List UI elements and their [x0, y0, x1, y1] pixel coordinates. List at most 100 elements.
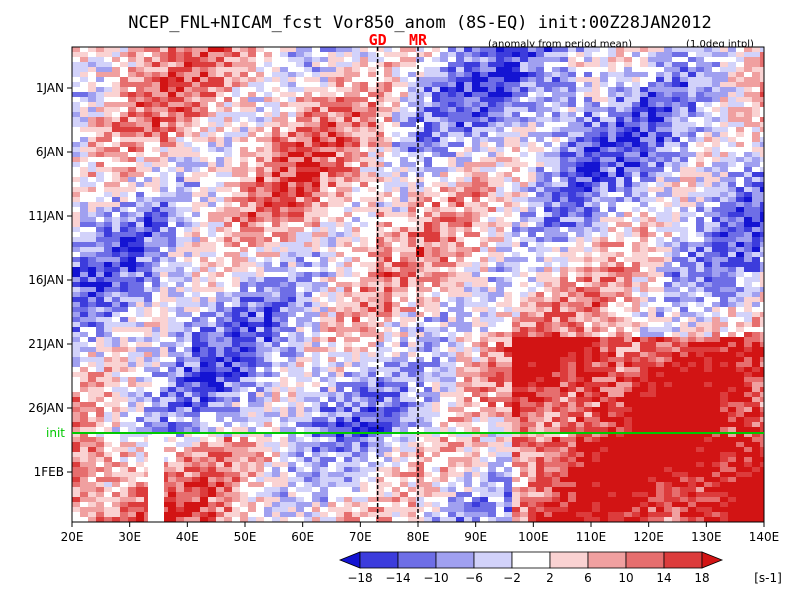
heatmap-cell	[320, 117, 328, 122]
heatmap-cell	[128, 287, 136, 292]
heatmap-cell	[696, 217, 704, 222]
heatmap-cell	[344, 272, 352, 277]
heatmap-cell	[480, 312, 488, 317]
heatmap-cell	[176, 107, 184, 112]
heatmap-cell	[752, 152, 760, 157]
heatmap-cell	[672, 192, 680, 197]
heatmap-cell	[336, 197, 344, 202]
heatmap-cell	[704, 182, 712, 187]
heatmap-cell	[576, 102, 584, 107]
heatmap-cell	[72, 152, 80, 157]
heatmap-cell	[144, 92, 152, 97]
heatmap-cell	[248, 237, 256, 242]
heatmap-cell	[456, 162, 464, 167]
heatmap-cell	[688, 312, 696, 317]
heatmap-cell	[240, 227, 248, 232]
heatmap-cell	[336, 107, 344, 112]
heatmap-cell	[192, 232, 200, 237]
heatmap-cell	[176, 92, 184, 97]
heatmap-cell	[288, 62, 296, 67]
heatmap-cell	[752, 137, 760, 142]
heatmap-cell	[744, 127, 752, 132]
heatmap-cell	[408, 97, 416, 102]
heatmap-cell	[584, 57, 592, 62]
heatmap-cell	[744, 317, 752, 322]
heatmap-cell	[176, 312, 184, 317]
heatmap-cell	[520, 247, 528, 252]
heatmap-cell	[360, 182, 368, 187]
heatmap-cell	[344, 292, 352, 297]
heatmap-cell	[344, 117, 352, 122]
heatmap-cell	[512, 287, 520, 292]
heatmap-cell	[264, 132, 272, 137]
heatmap-cell	[272, 312, 280, 317]
heatmap-cell	[624, 272, 632, 277]
heatmap-cell	[632, 212, 640, 217]
heatmap-cell	[720, 207, 728, 212]
heatmap-cell	[400, 207, 408, 212]
heatmap-cell	[480, 277, 488, 282]
heatmap-cell	[200, 102, 208, 107]
heatmap-cell	[760, 272, 764, 277]
heatmap-cell	[584, 152, 592, 157]
heatmap-cell	[328, 227, 336, 232]
heatmap-cell	[304, 62, 312, 67]
heatmap-cell	[312, 77, 320, 82]
heatmap-cell	[296, 287, 304, 292]
heatmap-cell	[488, 222, 496, 227]
heatmap-cell	[360, 122, 368, 127]
heatmap-cell	[320, 142, 328, 147]
heatmap-cell	[392, 67, 400, 72]
heatmap-cell	[280, 167, 288, 172]
heatmap-cell	[720, 322, 728, 327]
heatmap-cell	[264, 112, 272, 117]
heatmap-cell	[312, 112, 320, 117]
heatmap-cell	[184, 237, 192, 242]
heatmap-cell	[648, 157, 656, 162]
heatmap-cell	[368, 212, 376, 217]
heatmap-cell	[288, 87, 296, 92]
heatmap-cell	[688, 172, 696, 177]
heatmap-cell	[568, 137, 576, 142]
heatmap-cell	[696, 327, 704, 332]
heatmap-cell	[744, 197, 752, 202]
heatmap-cell	[648, 262, 656, 267]
heatmap-cell	[192, 227, 200, 232]
heatmap-cell	[504, 117, 512, 122]
heatmap-cell	[144, 77, 152, 82]
heatmap-cell	[264, 92, 272, 97]
heatmap-cell	[560, 267, 568, 272]
heatmap-cell	[664, 127, 672, 132]
heatmap-cell	[480, 102, 488, 107]
heatmap-cell	[152, 207, 160, 212]
heatmap-cell	[656, 232, 664, 237]
heatmap-cell	[416, 67, 424, 72]
heatmap-cell	[288, 232, 296, 237]
heatmap-cell	[608, 162, 616, 167]
heatmap-cell	[688, 322, 696, 327]
heatmap-cell	[760, 97, 764, 102]
heatmap-cell	[560, 67, 568, 72]
heatmap-cell	[576, 257, 584, 262]
heatmap-cell	[752, 292, 760, 297]
heatmap-cell	[712, 117, 720, 122]
heatmap-cell	[568, 92, 576, 97]
heatmap-cell	[80, 57, 88, 62]
heatmap-cell	[360, 152, 368, 157]
heatmap-cell	[88, 52, 96, 57]
heatmap-cell	[600, 72, 608, 77]
heatmap-cell	[128, 137, 136, 142]
heatmap-cell	[456, 117, 464, 122]
heatmap-cell	[600, 312, 608, 317]
heatmap-cell	[704, 272, 712, 277]
heatmap-cell	[272, 192, 280, 197]
heatmap-cell	[288, 57, 296, 62]
heatmap-cell	[336, 152, 344, 157]
heatmap-cell	[184, 82, 192, 87]
heatmap-cell	[520, 292, 528, 297]
heatmap-cell	[448, 72, 456, 77]
heatmap-cell	[368, 237, 376, 242]
heatmap-cell	[592, 227, 600, 232]
heatmap-cell	[304, 112, 312, 117]
heatmap-cell	[528, 112, 536, 117]
